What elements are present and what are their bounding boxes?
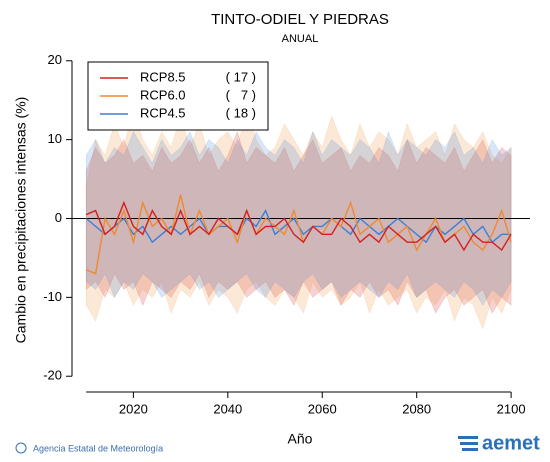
x-axis-label: Año <box>288 431 313 447</box>
series-line <box>85 194 512 275</box>
legend-label: RCP8.5 <box>140 69 186 84</box>
y-tick-label: -20 <box>43 368 62 383</box>
chart-subtitle: ANUAL <box>282 33 319 45</box>
legend-label: RCP6.0 <box>140 87 186 102</box>
x-tick-label: 2100 <box>497 401 526 416</box>
legend-count: ( 18 ) <box>226 105 256 120</box>
legend-count: ( 7 ) <box>226 87 256 102</box>
range-band <box>85 131 512 314</box>
x-tick-label: 2040 <box>213 401 242 416</box>
chart-title: TINTO-ODIEL Y PIEDRAS <box>211 11 389 28</box>
legend-count: ( 17 ) <box>226 69 256 84</box>
legend-label: RCP4.5 <box>140 105 186 120</box>
series-line <box>85 200 512 252</box>
x-tick-label: 2080 <box>402 401 431 416</box>
y-axis-label: Cambio en precipitaciones intensas (%) <box>13 97 29 344</box>
x-tick-label: 2060 <box>308 401 337 416</box>
y-tick-label: 20 <box>48 52 62 67</box>
y-tick-label: 0 <box>55 210 62 225</box>
x-tick-label: 2020 <box>119 401 148 416</box>
logo-icon <box>458 436 478 451</box>
y-tick-label: 10 <box>48 131 62 146</box>
logo: aemet <box>482 432 540 454</box>
y-tick-label: -10 <box>43 289 62 304</box>
copyright-icon <box>15 442 27 454</box>
source: Agencia Estatal de Meteorología <box>33 443 163 453</box>
